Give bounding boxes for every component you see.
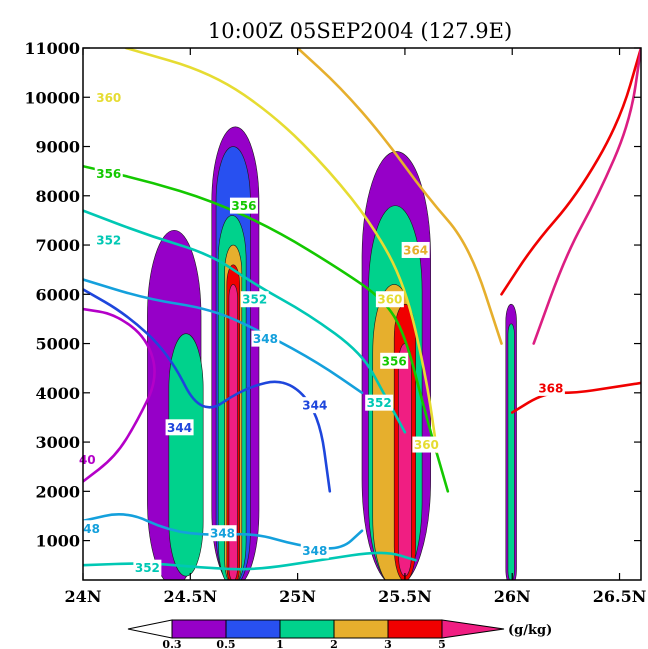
colorbar-box bbox=[225, 619, 281, 639]
contour-label-bg-9 bbox=[380, 352, 409, 369]
y-tick-label: 9000 bbox=[35, 138, 80, 157]
x-tick-label: 24N bbox=[65, 587, 102, 606]
contour-label-bg-7 bbox=[300, 397, 329, 414]
contour-line-368-9 bbox=[510, 381, 641, 414]
contour-label-bg-3 bbox=[94, 232, 123, 249]
contour-label-3: 352 bbox=[96, 234, 121, 248]
y-tick-label: 11000 bbox=[24, 39, 80, 58]
contour-label-bg-17 bbox=[300, 542, 329, 559]
contour-label-bg-6 bbox=[165, 419, 194, 436]
contour-line-356-6 bbox=[83, 164, 450, 493]
colorbar-arrow-high bbox=[441, 619, 505, 639]
contour-label-11: 364 bbox=[403, 243, 428, 257]
colorbar-arrow-low bbox=[127, 619, 173, 639]
contour-label-7: 344 bbox=[302, 399, 327, 413]
chart-title: 10:00Z 05SEP2004 (127.9E) bbox=[208, 19, 512, 43]
contour-label-18: 352 bbox=[135, 561, 160, 575]
y-tick-label: 6000 bbox=[35, 285, 80, 304]
contour-label-5: 348 bbox=[253, 332, 278, 346]
y-tick-label: 2000 bbox=[35, 482, 80, 501]
colorbar-tick-label: 0.5 bbox=[216, 638, 235, 649]
contour-label-12: 360 bbox=[414, 438, 439, 452]
contour-label-bg-13 bbox=[536, 379, 565, 396]
colorbar-tick-label: 2 bbox=[330, 638, 338, 649]
colorbar-box bbox=[171, 619, 227, 639]
y-tick-label: 8000 bbox=[35, 187, 80, 206]
contour-label-bg-10 bbox=[375, 291, 404, 308]
contour-label-6: 344 bbox=[167, 421, 192, 435]
colorbar-tick-label: 1 bbox=[276, 638, 284, 649]
contour-label-bg-1 bbox=[94, 165, 123, 182]
y-tick-label: 3000 bbox=[35, 433, 80, 452]
shade-region-12 bbox=[398, 343, 412, 577]
contour-line-372-11 bbox=[532, 48, 641, 345]
x-tick-label: 25N bbox=[279, 587, 316, 606]
shade-region-5 bbox=[228, 284, 238, 580]
x-tick-label: 26.5N bbox=[593, 587, 647, 606]
contour-line-364-8 bbox=[296, 48, 503, 345]
y-tick-label: 10000 bbox=[24, 88, 80, 107]
contour-label-bg-2 bbox=[229, 197, 258, 214]
y-tick-label: 5000 bbox=[35, 335, 80, 354]
contour-label-17: 348 bbox=[302, 544, 327, 558]
contour-label-8: 352 bbox=[367, 396, 392, 410]
colorbar-box bbox=[387, 619, 443, 639]
contour-line-360-7 bbox=[124, 48, 439, 454]
contour-line-344-1 bbox=[83, 288, 332, 493]
contour-labels: 360 356 356 352 352 348 344 344 352 356 360 364 360 3… bbox=[77, 89, 565, 576]
theta-e-contours bbox=[83, 48, 641, 571]
x-tick-label: 26N bbox=[494, 587, 531, 606]
contour-label-bg-11 bbox=[401, 241, 430, 258]
colorbar: 0.3 0.5 1 2 3 5 (g/kg) bbox=[127, 619, 552, 649]
contour-label-16: 348 bbox=[210, 527, 235, 541]
contour-line-368-10 bbox=[500, 48, 641, 296]
y-axis: 1000 2000 3000 4000 5000 6000 7000 8000 9000 1000… bbox=[24, 39, 641, 551]
colorbar-tick-label: 0.3 bbox=[162, 638, 181, 649]
contour-label-bg-16 bbox=[208, 525, 237, 542]
shade-region-7 bbox=[168, 333, 204, 577]
contour-label-0: 360 bbox=[96, 91, 121, 105]
contour-label-bg-18 bbox=[133, 559, 162, 576]
y-tick-label: 7000 bbox=[35, 236, 80, 255]
contour-line-340-0 bbox=[83, 307, 156, 483]
contour-label-9: 356 bbox=[382, 354, 407, 368]
y-tick-label: 1000 bbox=[35, 532, 80, 551]
contour-line-352-5 bbox=[83, 209, 407, 434]
x-axis: 24N 24.5N 25N 25.5N 26N 26.5N bbox=[65, 48, 647, 606]
contour-label-bg-15 bbox=[81, 520, 102, 537]
contour-label-10: 360 bbox=[377, 293, 402, 307]
contour-line-348-3 bbox=[83, 278, 364, 395]
contour-label-bg-0 bbox=[94, 89, 123, 106]
contour-label-1: 356 bbox=[96, 167, 121, 181]
y-tick-label: 4000 bbox=[35, 384, 80, 403]
colorbar-tick-label: 3 bbox=[384, 638, 392, 649]
contour-label-bg-8 bbox=[365, 394, 394, 411]
x-tick-label: 25.5N bbox=[378, 587, 432, 606]
x-tick-label: 24.5N bbox=[164, 587, 218, 606]
contour-label-14: 40 bbox=[79, 453, 96, 467]
colorbar-box bbox=[279, 619, 335, 639]
contour-label-2: 356 bbox=[231, 199, 256, 213]
contour-label-bg-4 bbox=[240, 291, 269, 308]
humidity-shading bbox=[147, 126, 517, 580]
contour-line-352-4 bbox=[83, 551, 417, 571]
contour-label-bg-5 bbox=[251, 330, 280, 347]
shade-region-14 bbox=[507, 323, 515, 580]
colorbar-units: (g/kg) bbox=[508, 623, 552, 638]
contour-label-bg-12 bbox=[412, 436, 441, 453]
contour-label-4: 352 bbox=[242, 293, 267, 307]
contour-label-13: 368 bbox=[538, 381, 563, 395]
plot-frame bbox=[82, 47, 642, 581]
colorbar-box bbox=[333, 619, 389, 639]
contour-label-15: 48 bbox=[83, 522, 100, 536]
colorbar-tick-label: 5 bbox=[438, 638, 446, 649]
